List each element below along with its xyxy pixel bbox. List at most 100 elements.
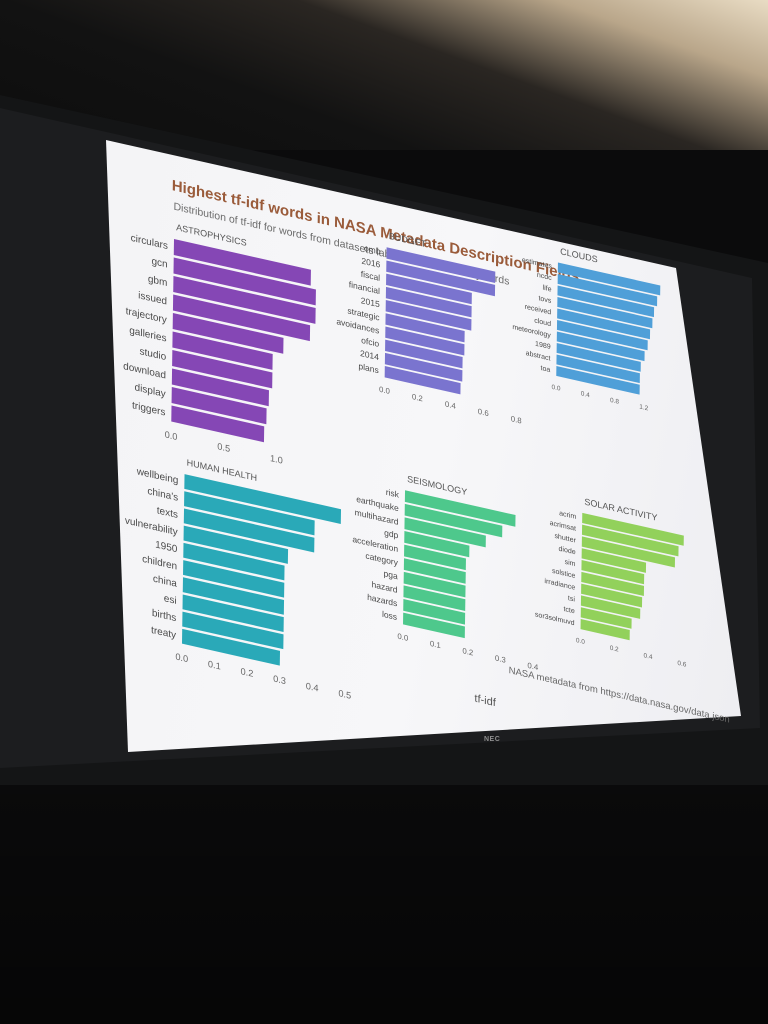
bar: [172, 294, 311, 342]
category-label: shutter: [554, 532, 576, 545]
category-label: life: [543, 284, 552, 294]
bar: [182, 577, 285, 615]
category-label: received: [525, 303, 552, 317]
bar: [384, 352, 463, 382]
bar: [556, 320, 648, 351]
category-label: pga: [383, 568, 398, 581]
category-label: hazards: [367, 592, 397, 609]
bar: [184, 491, 315, 536]
panel-clouds: CLOUDSestimatesncdclifetovsreceivedcloud…: [512, 246, 661, 412]
bar: [183, 542, 285, 581]
chart-plane: Highest tf-idf words in NASA Metadata De…: [123, 177, 730, 725]
category-label: trajectory: [126, 306, 168, 326]
category-label: irradiance: [544, 577, 575, 592]
tick-label: 0.0: [576, 637, 585, 646]
tick-label: 0.0: [165, 429, 178, 442]
bar: [171, 405, 265, 443]
bar: [385, 326, 465, 356]
tick-label: 0.4: [644, 652, 653, 661]
category-label: china: [153, 574, 177, 590]
tick-label: 0.8: [511, 414, 523, 425]
category-label: cloud: [534, 316, 551, 328]
bar: [173, 276, 316, 324]
bar: [172, 331, 273, 370]
category-label: abstract: [526, 349, 551, 362]
category-label: solstice: [552, 567, 575, 580]
tick-label: 0.4: [527, 661, 539, 672]
bar: [385, 339, 463, 369]
bar: [173, 257, 316, 306]
chart-caption: NASA metadata from https://data.nasa.gov…: [509, 665, 730, 725]
category-label: download: [123, 361, 166, 381]
bar: [403, 558, 466, 584]
bar: [173, 239, 311, 286]
bar: [404, 490, 516, 527]
panel-title: CLOUDS: [560, 246, 598, 264]
bar: [581, 583, 643, 608]
tick-label: 1.0: [270, 453, 283, 466]
category-label: 2015: [361, 295, 380, 309]
tick-label: 0.1: [430, 639, 442, 650]
panel-astrophysics: ASTROPHYSICScircularsgcngbmissuedtraject…: [123, 222, 316, 466]
category-label: esi: [164, 593, 177, 607]
category-label: acrim: [559, 509, 576, 521]
panel-solar-activity: SOLAR ACTIVITYacrimacrimsatshutterdiodes…: [535, 497, 687, 669]
bar: [580, 619, 630, 641]
panel-budget: BUDGETomb2016fiscalfinancial2015strategi…: [336, 231, 523, 426]
bar: [581, 548, 647, 573]
category-label: treaty: [151, 625, 177, 642]
tick-label: 0.0: [397, 632, 409, 643]
category-label: circulars: [131, 233, 168, 252]
category-label: tcte: [563, 605, 574, 615]
tick-label: 0.4: [306, 681, 319, 694]
tick-label: 0.0: [379, 385, 391, 396]
bar: [182, 594, 284, 632]
tick-label: 0.3: [273, 674, 286, 687]
bar: [581, 524, 679, 557]
bar: [582, 512, 684, 546]
category-label: tsi: [568, 594, 576, 604]
bar: [557, 274, 658, 307]
category-label: births: [152, 608, 177, 624]
category-label: toa: [541, 364, 551, 374]
bar: [404, 544, 466, 571]
category-label: display: [134, 382, 166, 400]
facet-panels: ASTROPHYSICScircularsgcngbmissuedtraject…: [123, 222, 687, 701]
bar: [557, 262, 661, 296]
category-label: studio: [139, 346, 166, 363]
bar: [404, 531, 470, 558]
tick-label: 0.5: [338, 688, 351, 701]
category-label: gbm: [148, 274, 168, 289]
tick-label: 0.8: [610, 397, 619, 406]
tick-label: 1.2: [639, 403, 648, 412]
bar: [385, 300, 472, 331]
tv-brand-logo: NEC: [484, 736, 501, 743]
tick-label: 0.2: [412, 392, 423, 403]
bar: [183, 525, 289, 564]
bar: [404, 503, 503, 538]
category-label: sim: [565, 558, 576, 568]
category-label: china's: [147, 486, 178, 504]
category-label: 1950: [155, 540, 178, 556]
category-label: children: [142, 554, 177, 573]
tick-label: 0.2: [241, 666, 254, 679]
bar: [556, 343, 641, 372]
panel-human-health: HUMAN HEALTHwellbeingchina'stextsvulnera…: [125, 457, 351, 701]
tick-label: 0.6: [677, 660, 686, 669]
bar: [385, 286, 472, 318]
bar: [557, 297, 653, 329]
category-label: triggers: [132, 400, 165, 418]
bar: [404, 517, 486, 548]
bar: [172, 350, 273, 389]
tick-label: 0.4: [581, 390, 590, 399]
bar: [556, 331, 645, 362]
category-label: hazard: [371, 579, 397, 595]
tick-label: 0.4: [445, 399, 457, 410]
bar: [403, 571, 466, 598]
tick-label: 0.5: [217, 441, 230, 454]
bar: [580, 595, 641, 619]
bar: [385, 313, 465, 343]
bar: [556, 366, 640, 395]
bar: [556, 354, 640, 384]
